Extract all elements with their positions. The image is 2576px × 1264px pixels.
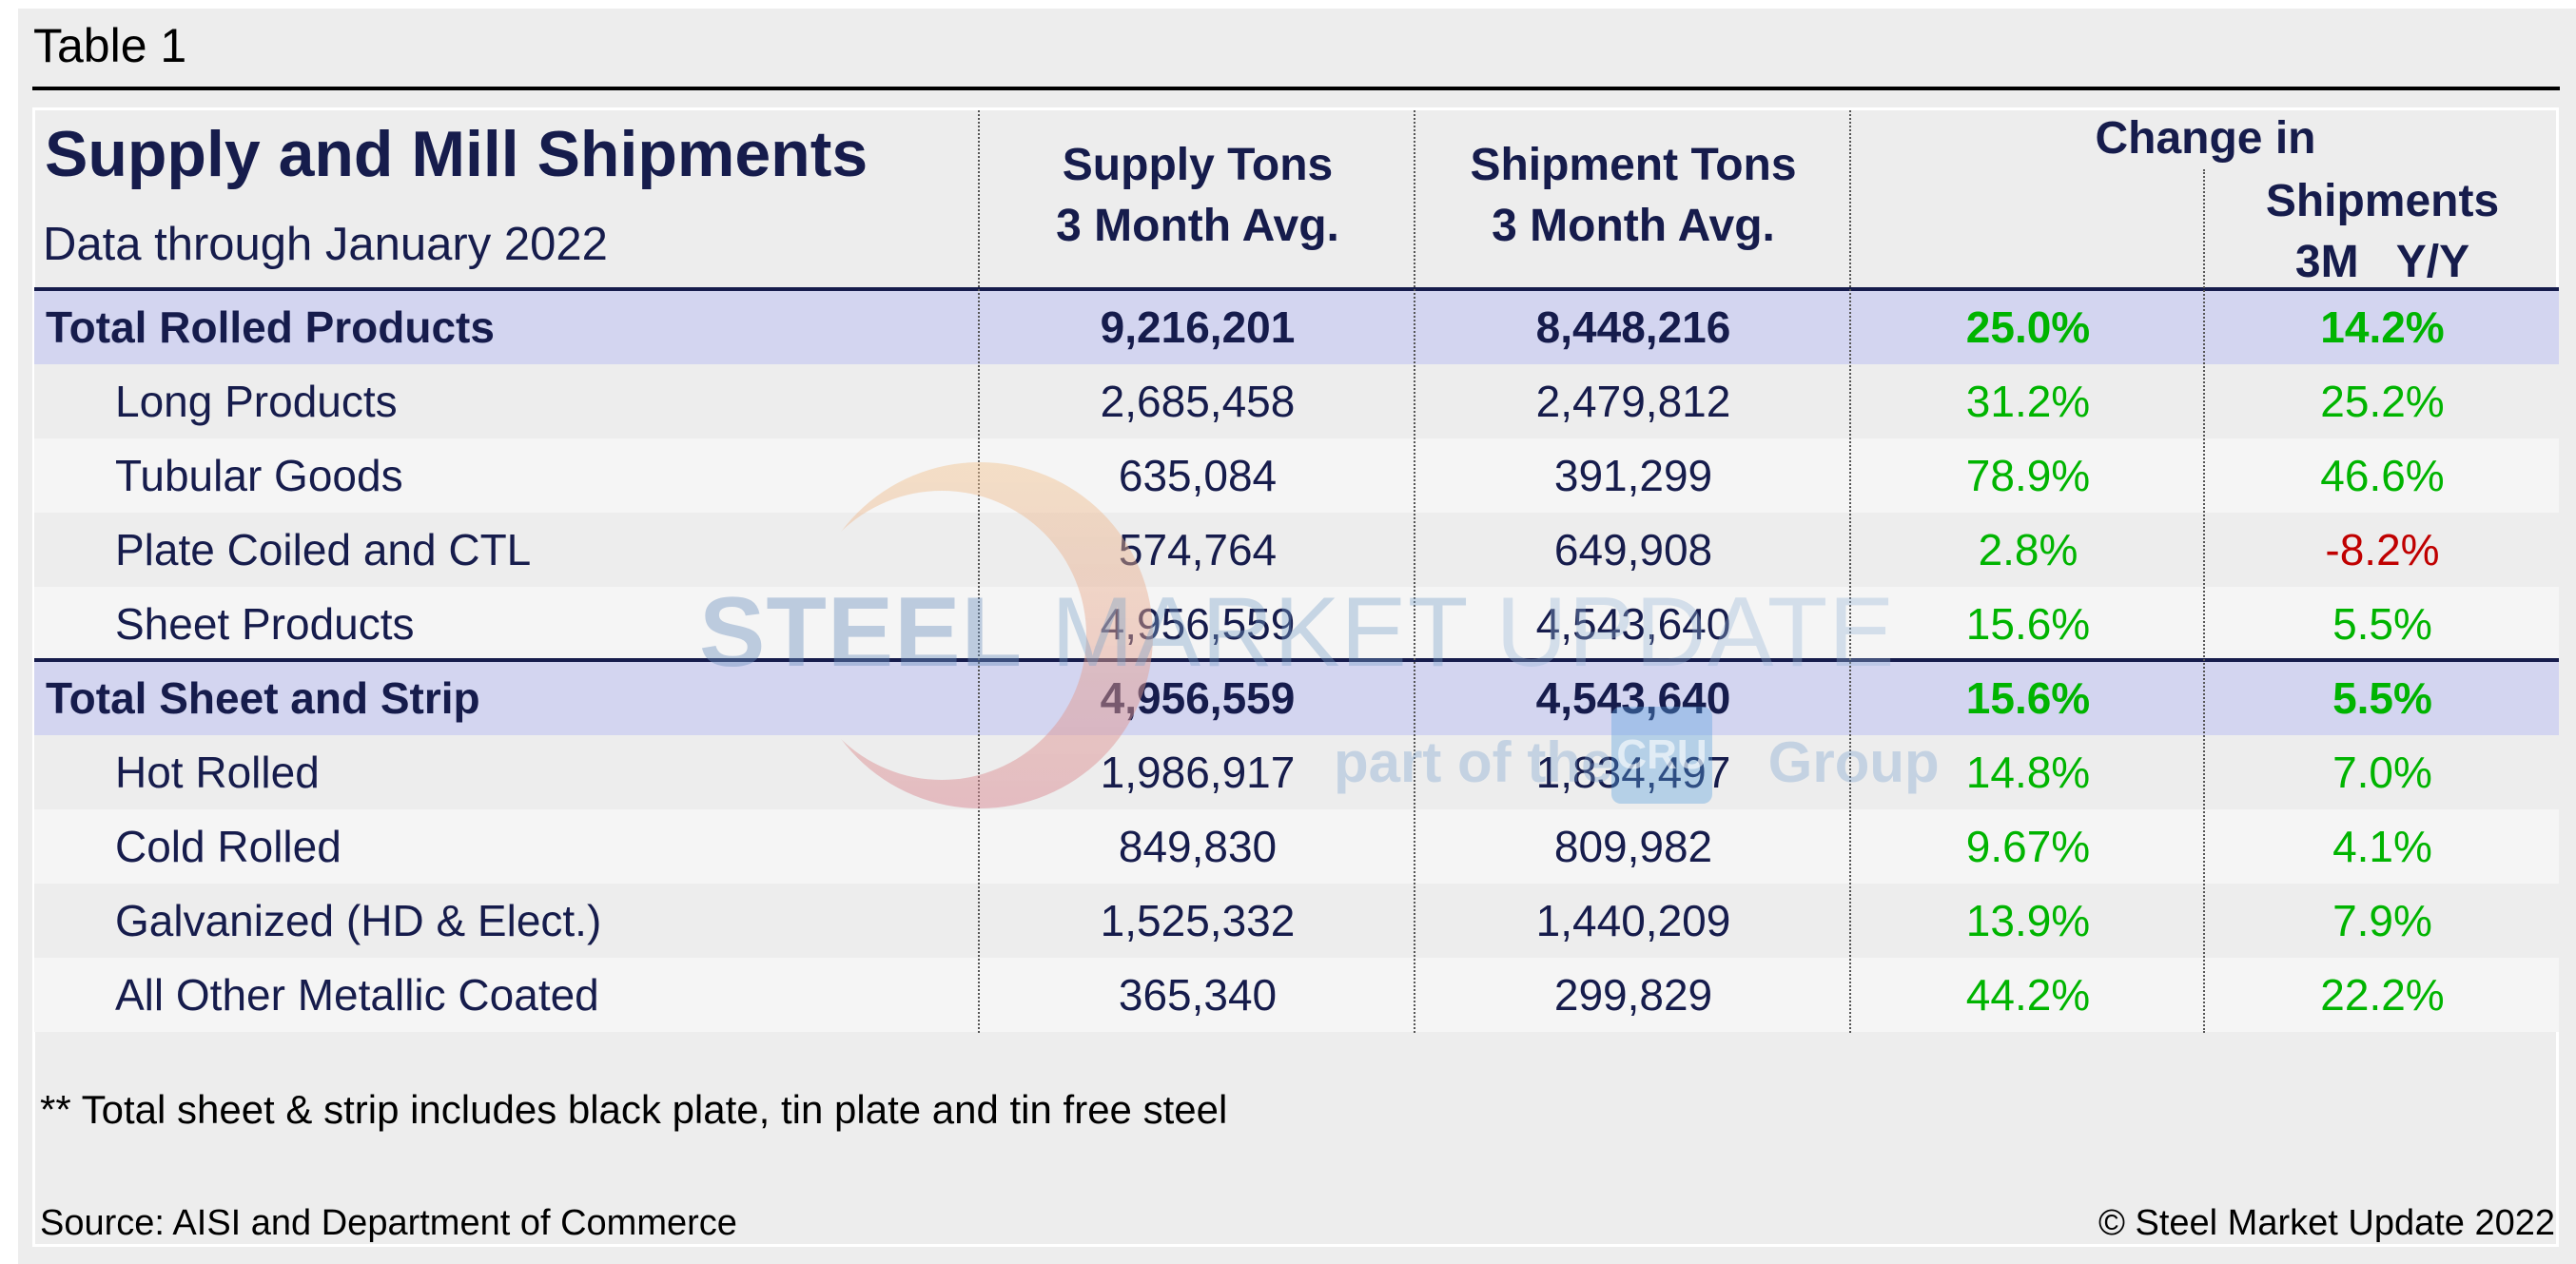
supply-tons-cell: 849,830 [1118,822,1278,871]
shipment-tons-cell: 649,908 [1553,525,1713,574]
supply-tons-cell: 4,956,559 [1100,673,1296,723]
column-divider [2203,169,2205,1033]
supply-tons-cell: 635,084 [1118,451,1278,500]
table-row: All Other Metallic Coated 365,340 299,829 4… [34,958,2559,1032]
row-label: Total Sheet and Strip [46,673,480,723]
supply-tons-cell: 1,986,917 [1100,748,1296,797]
table-total-row: Total Rolled Products 9,216,201 8,448,216 2… [34,290,2559,364]
supply-tons-cell: 4,956,559 [1100,599,1296,649]
shipments-change-cell: -8.2% [2325,525,2440,574]
footnote: ** Total sheet & strip includes black pl… [40,1087,1228,1132]
table-title: Supply and Mill Shipments [45,118,868,190]
supply-change-cell: 15.6% [1965,673,2091,723]
row-label: Hot Rolled [115,748,320,797]
table-row: Galvanized (HD & Elect.) 1,525,332 1,440,2… [34,884,2559,958]
shipments-change-cell: 5.5% [2332,673,2432,723]
supply-change-cell: 44.2% [1965,970,2091,1020]
column-header-line: Shipments [2265,176,2500,226]
supply-change-cell: 13.9% [1965,896,2091,945]
supply-tons-cell: 9,216,201 [1100,302,1296,352]
shipment-tons-cell: 391,299 [1553,451,1713,500]
shipments-change-cell: 22.2% [2320,970,2445,1020]
shipments-change-cell: 7.9% [2332,896,2432,945]
supply-change-cell: 78.9% [1965,451,2091,500]
document-label: Table 1 [33,19,187,72]
shipments-change-cell: 46.6% [2320,451,2445,500]
shipment-tons-cell: 1,440,209 [1535,896,1731,945]
supply-tons-cell: 574,764 [1118,525,1278,574]
supply-tons-cell: 1,525,332 [1100,896,1296,945]
table-row: Cold Rolled 849,830 809,982 9.67% 4.1% [34,809,2559,884]
table-subtitle: Data through January 2022 [43,219,608,270]
supply-change-cell: 25.0% [1965,302,2091,352]
table-row: Hot Rolled 1,986,917 1,834,497 14.8% 7.0% [34,735,2559,809]
row-label: All Other Metallic Coated [115,970,599,1020]
table-total-row: Total Sheet and Strip 4,956,559 4,543,640 1… [34,661,2559,735]
column-header-supply-tons: Supply Tons 3 Month Avg. [981,135,1415,257]
column-divider [1414,110,1415,1033]
row-label: Total Rolled Products [46,302,495,352]
shipment-tons-cell: 4,543,640 [1535,599,1731,649]
column-divider [978,110,980,1033]
column-group-header-change: Change in [2095,113,2316,164]
shipment-tons-cell: 2,479,812 [1535,377,1731,426]
supply-change-cell: 9.67% [1965,822,2091,871]
shipments-change-cell: 7.0% [2332,748,2432,797]
shipment-tons-cell: 4,543,640 [1535,673,1731,723]
copyright-note: © Steel Market Update 2022 [2098,1203,2555,1243]
section-divider [34,658,2559,662]
shipment-tons-cell: 1,834,497 [1535,748,1731,797]
supply-change-cell: 15.6% [1965,599,2091,649]
title-rule [32,87,2560,90]
supply-tons-cell: 365,340 [1118,970,1278,1020]
table-row: Sheet Products 4,956,559 4,543,640 15.6% 5.5… [34,587,2559,661]
column-header-line: Supply Tons [1062,140,1334,190]
row-label: Galvanized (HD & Elect.) [115,896,602,945]
shipments-change-cell: 4.1% [2332,822,2432,871]
shipment-tons-cell: 299,829 [1553,970,1713,1020]
column-header-line: Shipment Tons [1470,140,1797,190]
shipments-change-cell: 5.5% [2332,599,2432,649]
shipment-tons-cell: 809,982 [1553,822,1713,871]
shipments-change-cell: 25.2% [2320,377,2445,426]
column-header-line: 3 Month Avg. [1492,201,1775,251]
supply-change-cell: 14.8% [1965,748,2091,797]
supply-change-cell: 31.2% [1965,377,2091,426]
column-header-change-shipments: Shipments 3M Y/Y [2206,171,2559,293]
table-row: Tubular Goods 635,084 391,299 78.9% 46.6% [34,438,2559,513]
supply-change-cell: 2.8% [1978,525,2078,574]
source-note: Source: AISI and Department of Commerce [40,1203,737,1243]
column-header-shipment-tons: Shipment Tons 3 Month Avg. [1416,135,1850,257]
row-label: Cold Rolled [115,822,342,871]
header-divider [34,287,2559,291]
column-header-line: 3 Month Avg. [1056,201,1339,251]
table-row: Long Products 2,685,458 2,479,812 31.2% 25.2… [34,364,2559,438]
column-divider [1849,110,1851,1033]
row-label: Long Products [115,377,398,426]
row-label: Sheet Products [115,599,415,649]
table-row: Plate Coiled and CTL 574,764 649,908 2.8% -8… [34,513,2559,587]
row-label: Plate Coiled and CTL [115,525,532,574]
row-label: Tubular Goods [115,451,403,500]
column-header-line: 3M Y/Y [2294,237,2470,287]
shipment-tons-cell: 8,448,216 [1535,302,1731,352]
shipments-change-cell: 14.2% [2320,302,2445,352]
supply-tons-cell: 2,685,458 [1100,377,1296,426]
